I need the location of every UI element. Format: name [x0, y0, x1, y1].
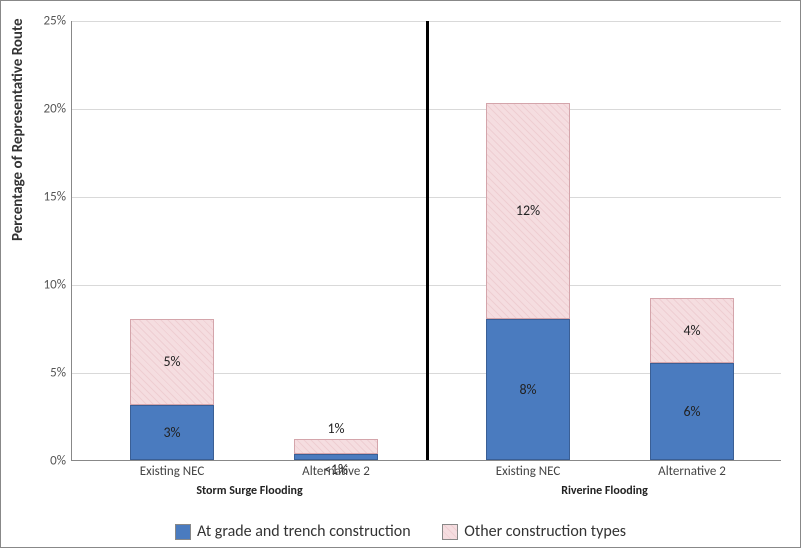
legend: At grade and trench construction Other c…: [1, 522, 800, 541]
chart-container: Percentage of Representative Route 0%5%1…: [0, 0, 801, 548]
legend-label-series2: Other construction types: [464, 522, 626, 541]
bar-value-label: 12%: [486, 202, 570, 219]
legend-item-series2: Other construction types: [442, 522, 626, 541]
bar-value-label: 6%: [650, 403, 734, 420]
legend-swatch-blue: [175, 524, 191, 540]
y-tick-label: 15%: [32, 190, 72, 205]
bar-value-label: 1%: [294, 420, 378, 437]
legend-swatch-pink: [442, 524, 458, 540]
category-label: Existing NEC: [102, 460, 242, 479]
category-label: Alternative 2: [622, 460, 762, 479]
bar-value-label: 3%: [130, 424, 214, 441]
y-tick-label: 20%: [32, 102, 72, 117]
bar-value-label: 4%: [650, 322, 734, 339]
legend-label-series1: At grade and trench construction: [197, 522, 411, 541]
y-tick-label: 10%: [32, 278, 72, 293]
bar-value-label: 8%: [486, 381, 570, 398]
y-tick-label: 5%: [32, 366, 72, 381]
y-axis-label: Percentage of Representative Route: [9, 18, 27, 241]
plot-area: 0%5%10%15%20%25%Storm Surge FloodingRive…: [71, 21, 781, 461]
y-tick-label: 25%: [32, 14, 72, 29]
category-label: Existing NEC: [458, 460, 598, 479]
bar-segment-series2: [294, 439, 378, 454]
legend-item-series1: At grade and trench construction: [175, 522, 411, 541]
category-label: Alternative 2: [266, 460, 406, 479]
section-divider: [426, 21, 429, 460]
y-tick-label: 0%: [32, 454, 72, 469]
bar-value-label: 5%: [130, 353, 214, 370]
